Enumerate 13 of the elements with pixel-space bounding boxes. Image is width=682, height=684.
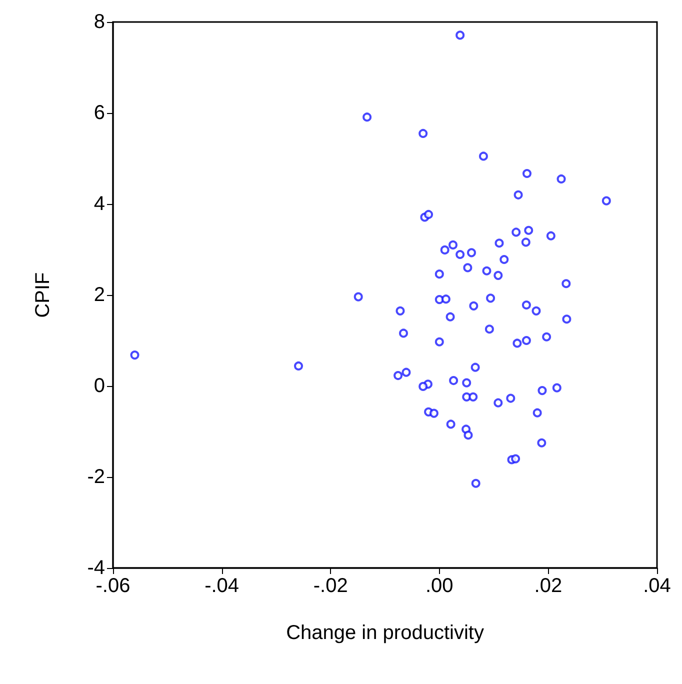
x-axis-title: Change in productivity [286,622,484,644]
y-axis-title: CPIF [32,272,54,318]
y-tick-label: 6 [94,102,105,124]
x-tick-label: .04 [643,575,671,597]
y-tick-label: 0 [94,375,105,397]
x-tick-label: .00 [425,575,454,597]
x-tick-label: -.02 [313,575,348,597]
y-tick-label: 8 [94,11,105,33]
x-tick-label: .02 [534,575,562,597]
y-tick-label: -2 [87,466,105,488]
y-tick-label: 2 [94,284,105,306]
x-tick-label: -.04 [204,575,240,597]
y-tick-label: 4 [94,193,105,215]
